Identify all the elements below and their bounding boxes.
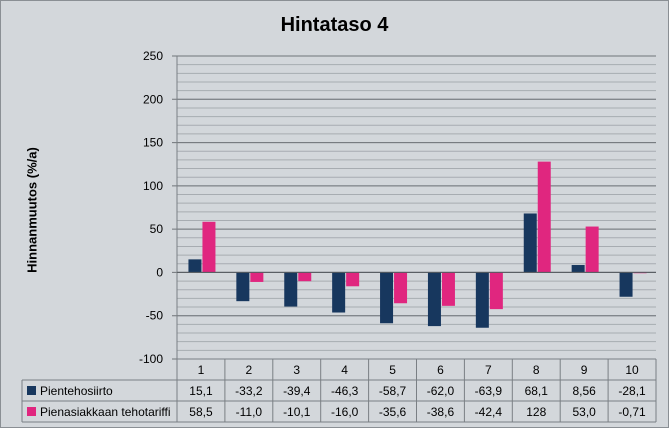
data-table-value: -42,4 — [475, 405, 503, 419]
data-table-value: -58,7 — [379, 384, 407, 398]
data-table-value: -38,6 — [427, 405, 455, 419]
data-table-value: -39,4 — [283, 384, 311, 398]
data-table-value: -63,9 — [475, 384, 503, 398]
data-table-value: -62,0 — [427, 384, 455, 398]
bar-pientehosiirto-10 — [619, 272, 633, 297]
x-category-label: 1 — [198, 363, 205, 377]
data-table-value: 58,5 — [189, 405, 213, 419]
bar-pientehosiirto-6 — [427, 272, 441, 327]
chart-title: Hintataso 4 — [280, 14, 389, 36]
legend-entry: Pienasiakkaan tehotariffi — [40, 405, 171, 419]
bar-pientehosiirto-9 — [571, 265, 585, 273]
y-tick-label: -100 — [139, 352, 163, 366]
x-category-label: 6 — [437, 363, 444, 377]
data-table-value: -16,0 — [331, 405, 359, 419]
bars — [188, 161, 647, 328]
bar-pientehosiirto-7 — [475, 272, 489, 328]
x-category-label: 10 — [625, 363, 639, 377]
bar-pienasiakkaan-tehotariffi-8 — [537, 161, 551, 273]
bar-pienasiakkaan-tehotariffi-4 — [346, 272, 360, 287]
data-table-value: -11,0 — [236, 405, 263, 419]
data-table: 1 2 3 4 5 6 7 8 9 10 Pientehosiirto 15,1 -33,2 -39,4 -… — [21, 358, 657, 423]
data-table-value: 53,0 — [572, 405, 596, 419]
data-table-value: -46,3 — [331, 384, 359, 398]
bar-pienasiakkaan-tehotariffi-3 — [298, 272, 312, 282]
y-tick-label: 200 — [143, 92, 163, 106]
x-category-label: 5 — [389, 363, 396, 377]
axes: -100 -50 0 50 100 150 200 250 — [139, 49, 656, 366]
data-table-value: 15,1 — [189, 384, 213, 398]
y-tick-label: 50 — [150, 222, 164, 236]
bar-pienasiakkaan-tehotariffi-1 — [202, 221, 216, 273]
x-category-label: 8 — [533, 363, 540, 377]
bar-pienasiakkaan-tehotariffi-2 — [250, 272, 264, 282]
x-category-label: 3 — [293, 363, 300, 377]
grid-lines — [172, 55, 656, 360]
y-tick-label: 250 — [143, 49, 163, 63]
x-category-label: 2 — [246, 363, 253, 377]
y-tick-label: 0 — [156, 265, 163, 279]
bar-pientehosiirto-4 — [332, 272, 346, 313]
x-category-label: 4 — [341, 363, 348, 377]
data-table-value: -33,2 — [235, 384, 263, 398]
y-tick-label: -50 — [146, 309, 164, 323]
data-table-value: -10,1 — [283, 405, 311, 419]
legend-swatch — [27, 407, 36, 416]
x-category-label: 9 — [581, 363, 588, 377]
bar-pienasiakkaan-tehotariffi-6 — [441, 272, 455, 306]
data-table-value: 128 — [526, 405, 546, 419]
bar-pienasiakkaan-tehotariffi-5 — [394, 272, 408, 304]
bar-pientehosiirto-8 — [523, 213, 537, 273]
bar-pientehosiirto-3 — [284, 272, 298, 307]
x-category-label: 7 — [485, 363, 492, 377]
y-tick-label: 150 — [143, 136, 163, 150]
y-tick-label: 100 — [143, 179, 163, 193]
bar-pientehosiirto-1 — [188, 259, 202, 273]
data-table-value: 68,1 — [525, 384, 549, 398]
data-table-value: 8,56 — [572, 384, 596, 398]
data-table-value: -0,71 — [618, 405, 646, 419]
bar-pienasiakkaan-tehotariffi-7 — [489, 272, 503, 310]
legend-swatch — [27, 386, 36, 395]
data-table-value: -35,6 — [379, 405, 407, 419]
legend-entry: Pientehosiirto — [40, 384, 113, 398]
bar-pienasiakkaan-tehotariffi-9 — [585, 226, 599, 273]
data-table-value: -28,1 — [618, 384, 646, 398]
bar-pientehosiirto-5 — [380, 272, 394, 324]
bar-pientehosiirto-2 — [236, 272, 250, 302]
